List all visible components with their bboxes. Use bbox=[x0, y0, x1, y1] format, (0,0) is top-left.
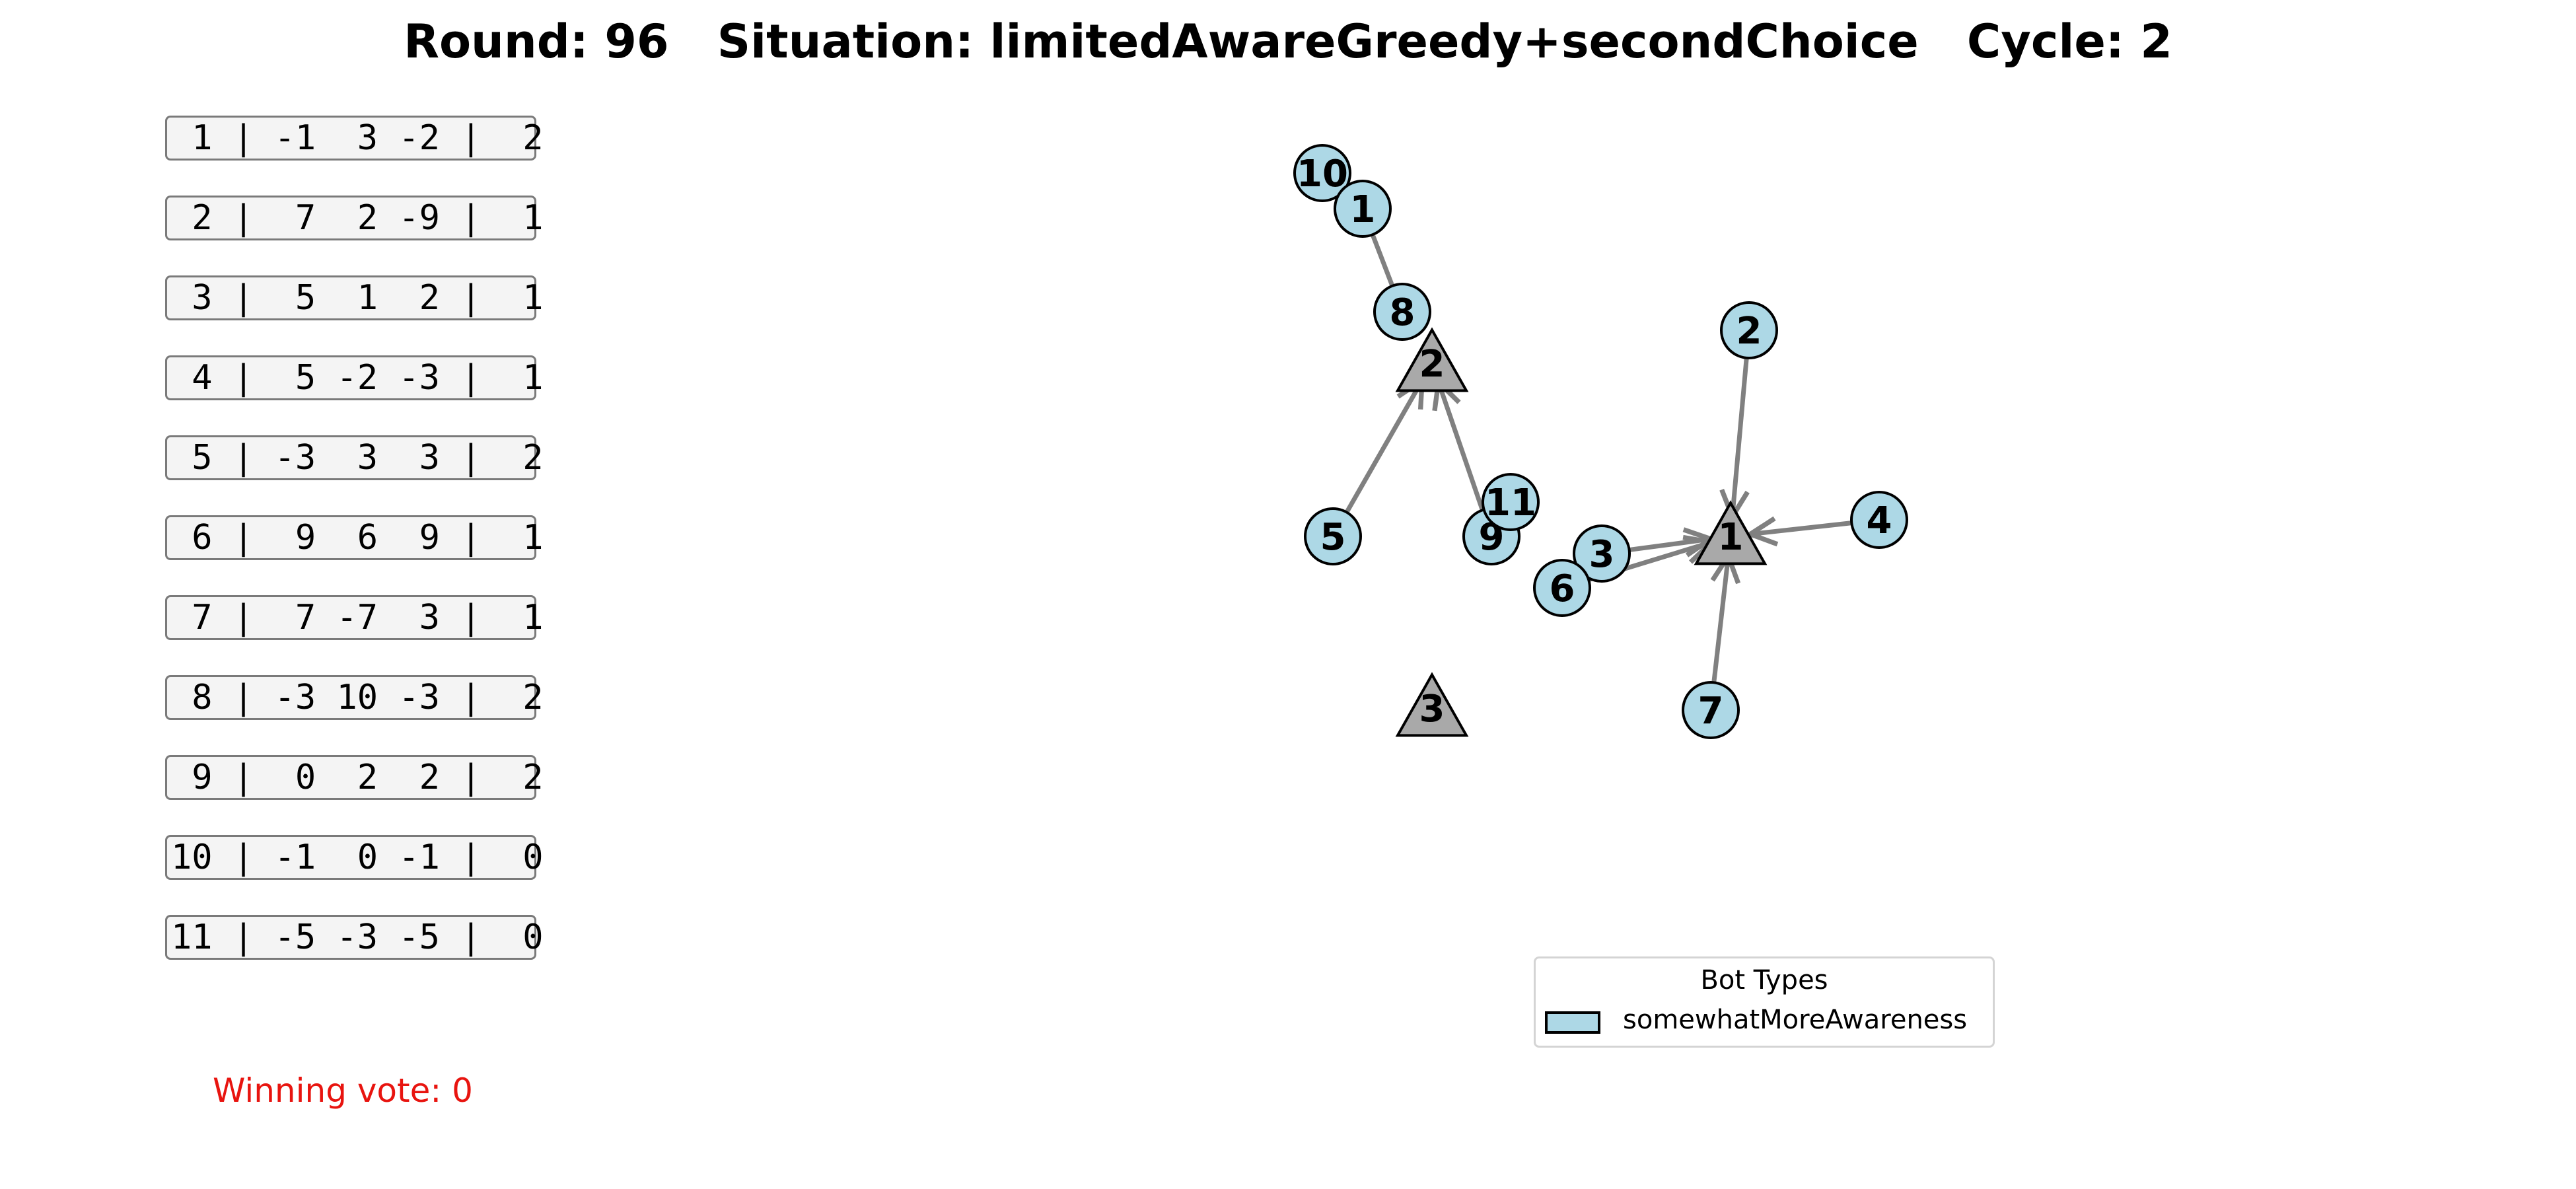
legend: Bot Types somewhatMoreAwareness bbox=[1534, 956, 1995, 1048]
edge-bot-7-to-option-1 bbox=[1714, 556, 1729, 683]
vote-row-9: 9 | 0 2 2 | 2 bbox=[165, 755, 544, 800]
bot-circle bbox=[1293, 144, 1351, 202]
bot-node-7: 7 bbox=[1682, 681, 1740, 739]
edges-layer bbox=[1344, 207, 1852, 683]
option-node-1: 1 bbox=[1694, 500, 1768, 565]
options-layer: 1 2 3 bbox=[1395, 327, 1768, 737]
legend-label: somewhatMoreAwareness bbox=[1623, 1005, 1968, 1035]
bot-node-8: 8 bbox=[1373, 283, 1431, 341]
bot-label: 2 bbox=[1736, 310, 1762, 353]
vote-row-4: 4 | 5 -2 -3 | 1 bbox=[165, 355, 544, 400]
bot-circle bbox=[1334, 180, 1392, 238]
bot-circle bbox=[1720, 301, 1778, 359]
bot-label: 8 bbox=[1390, 291, 1415, 334]
situation-label: Situation: bbox=[717, 15, 974, 69]
legend-swatch bbox=[1545, 1011, 1600, 1034]
vote-row-6: 6 | 9 6 9 | 1 bbox=[165, 515, 544, 560]
bot-label: 3 bbox=[1589, 533, 1615, 576]
bot-circle bbox=[1682, 681, 1740, 739]
bot-circle bbox=[1482, 473, 1540, 531]
vote-row-2: 2 | 7 2 -9 | 1 bbox=[165, 196, 544, 240]
bot-label: 5 bbox=[1320, 516, 1346, 559]
vote-row-5: 5 | -3 3 3 | 2 bbox=[165, 435, 544, 480]
round-label: Round: bbox=[404, 15, 589, 69]
option-label: 1 bbox=[1718, 516, 1744, 559]
bot-label: 1 bbox=[1350, 188, 1376, 231]
bot-node-10: 10 bbox=[1293, 144, 1351, 202]
round-value: 96 bbox=[604, 15, 669, 69]
bot-circle bbox=[1373, 283, 1431, 341]
bot-node-2: 2 bbox=[1720, 301, 1778, 359]
vote-row-11: 11 | -5 -3 -5 | 0 bbox=[165, 915, 544, 960]
bot-label: 10 bbox=[1297, 153, 1348, 196]
option-node-2: 2 bbox=[1395, 327, 1469, 392]
vote-row-10: 10 | -1 0 -1 | 0 bbox=[165, 835, 544, 880]
edge-bot-9-to-option-2 bbox=[1439, 382, 1485, 511]
bot-node-11: 11 bbox=[1482, 473, 1540, 531]
bot-circle bbox=[1533, 559, 1591, 617]
option-node-3: 3 bbox=[1395, 672, 1469, 737]
option-triangle bbox=[1395, 327, 1469, 392]
option-triangle bbox=[1694, 500, 1768, 565]
cycle-value: 2 bbox=[2140, 15, 2172, 69]
vote-row-1: 1 | -1 3 -2 | 2 bbox=[165, 116, 544, 161]
edge-bot-2-to-option-1 bbox=[1733, 357, 1747, 517]
situation-value: limitedAwareGreedy+secondChoice bbox=[989, 15, 1919, 69]
bot-circle bbox=[1573, 524, 1631, 583]
cycle-label: Cycle: bbox=[1966, 15, 2124, 69]
chart-title: Round: 96 Situation: limitedAwareGreedy+… bbox=[0, 15, 2576, 69]
bot-node-1: 1 bbox=[1334, 180, 1392, 238]
legend-title: Bot Types bbox=[1700, 965, 1828, 995]
option-label: 2 bbox=[1419, 343, 1445, 386]
winning-vote: Winning vote: 0 bbox=[213, 1071, 473, 1110]
winning-vote-label: Winning vote: bbox=[213, 1071, 442, 1110]
bot-node-6: 6 bbox=[1533, 559, 1591, 617]
bot-label: 4 bbox=[1867, 499, 1892, 542]
vote-row-3: 3 | 5 1 2 | 1 bbox=[165, 275, 544, 320]
winning-vote-value: 0 bbox=[452, 1071, 473, 1110]
vote-row-7: 7 | 7 -7 3 | 1 bbox=[165, 595, 544, 640]
bot-node-4: 4 bbox=[1850, 491, 1908, 549]
edge-bot-4-to-option-1 bbox=[1750, 523, 1852, 534]
option-triangle bbox=[1395, 672, 1469, 737]
edge-bot-5-to-option-2 bbox=[1344, 380, 1422, 514]
bot-node-5: 5 bbox=[1304, 507, 1362, 565]
bot-label: 6 bbox=[1550, 567, 1575, 610]
bot-label: 11 bbox=[1485, 482, 1536, 524]
option-label: 3 bbox=[1419, 688, 1445, 731]
bot-circle bbox=[1304, 507, 1362, 565]
bot-label: 7 bbox=[1698, 690, 1724, 733]
bot-node-3: 3 bbox=[1573, 524, 1631, 583]
bot-circle bbox=[1850, 491, 1908, 549]
vote-row-8: 8 | -3 10 -3 | 2 bbox=[165, 675, 544, 720]
